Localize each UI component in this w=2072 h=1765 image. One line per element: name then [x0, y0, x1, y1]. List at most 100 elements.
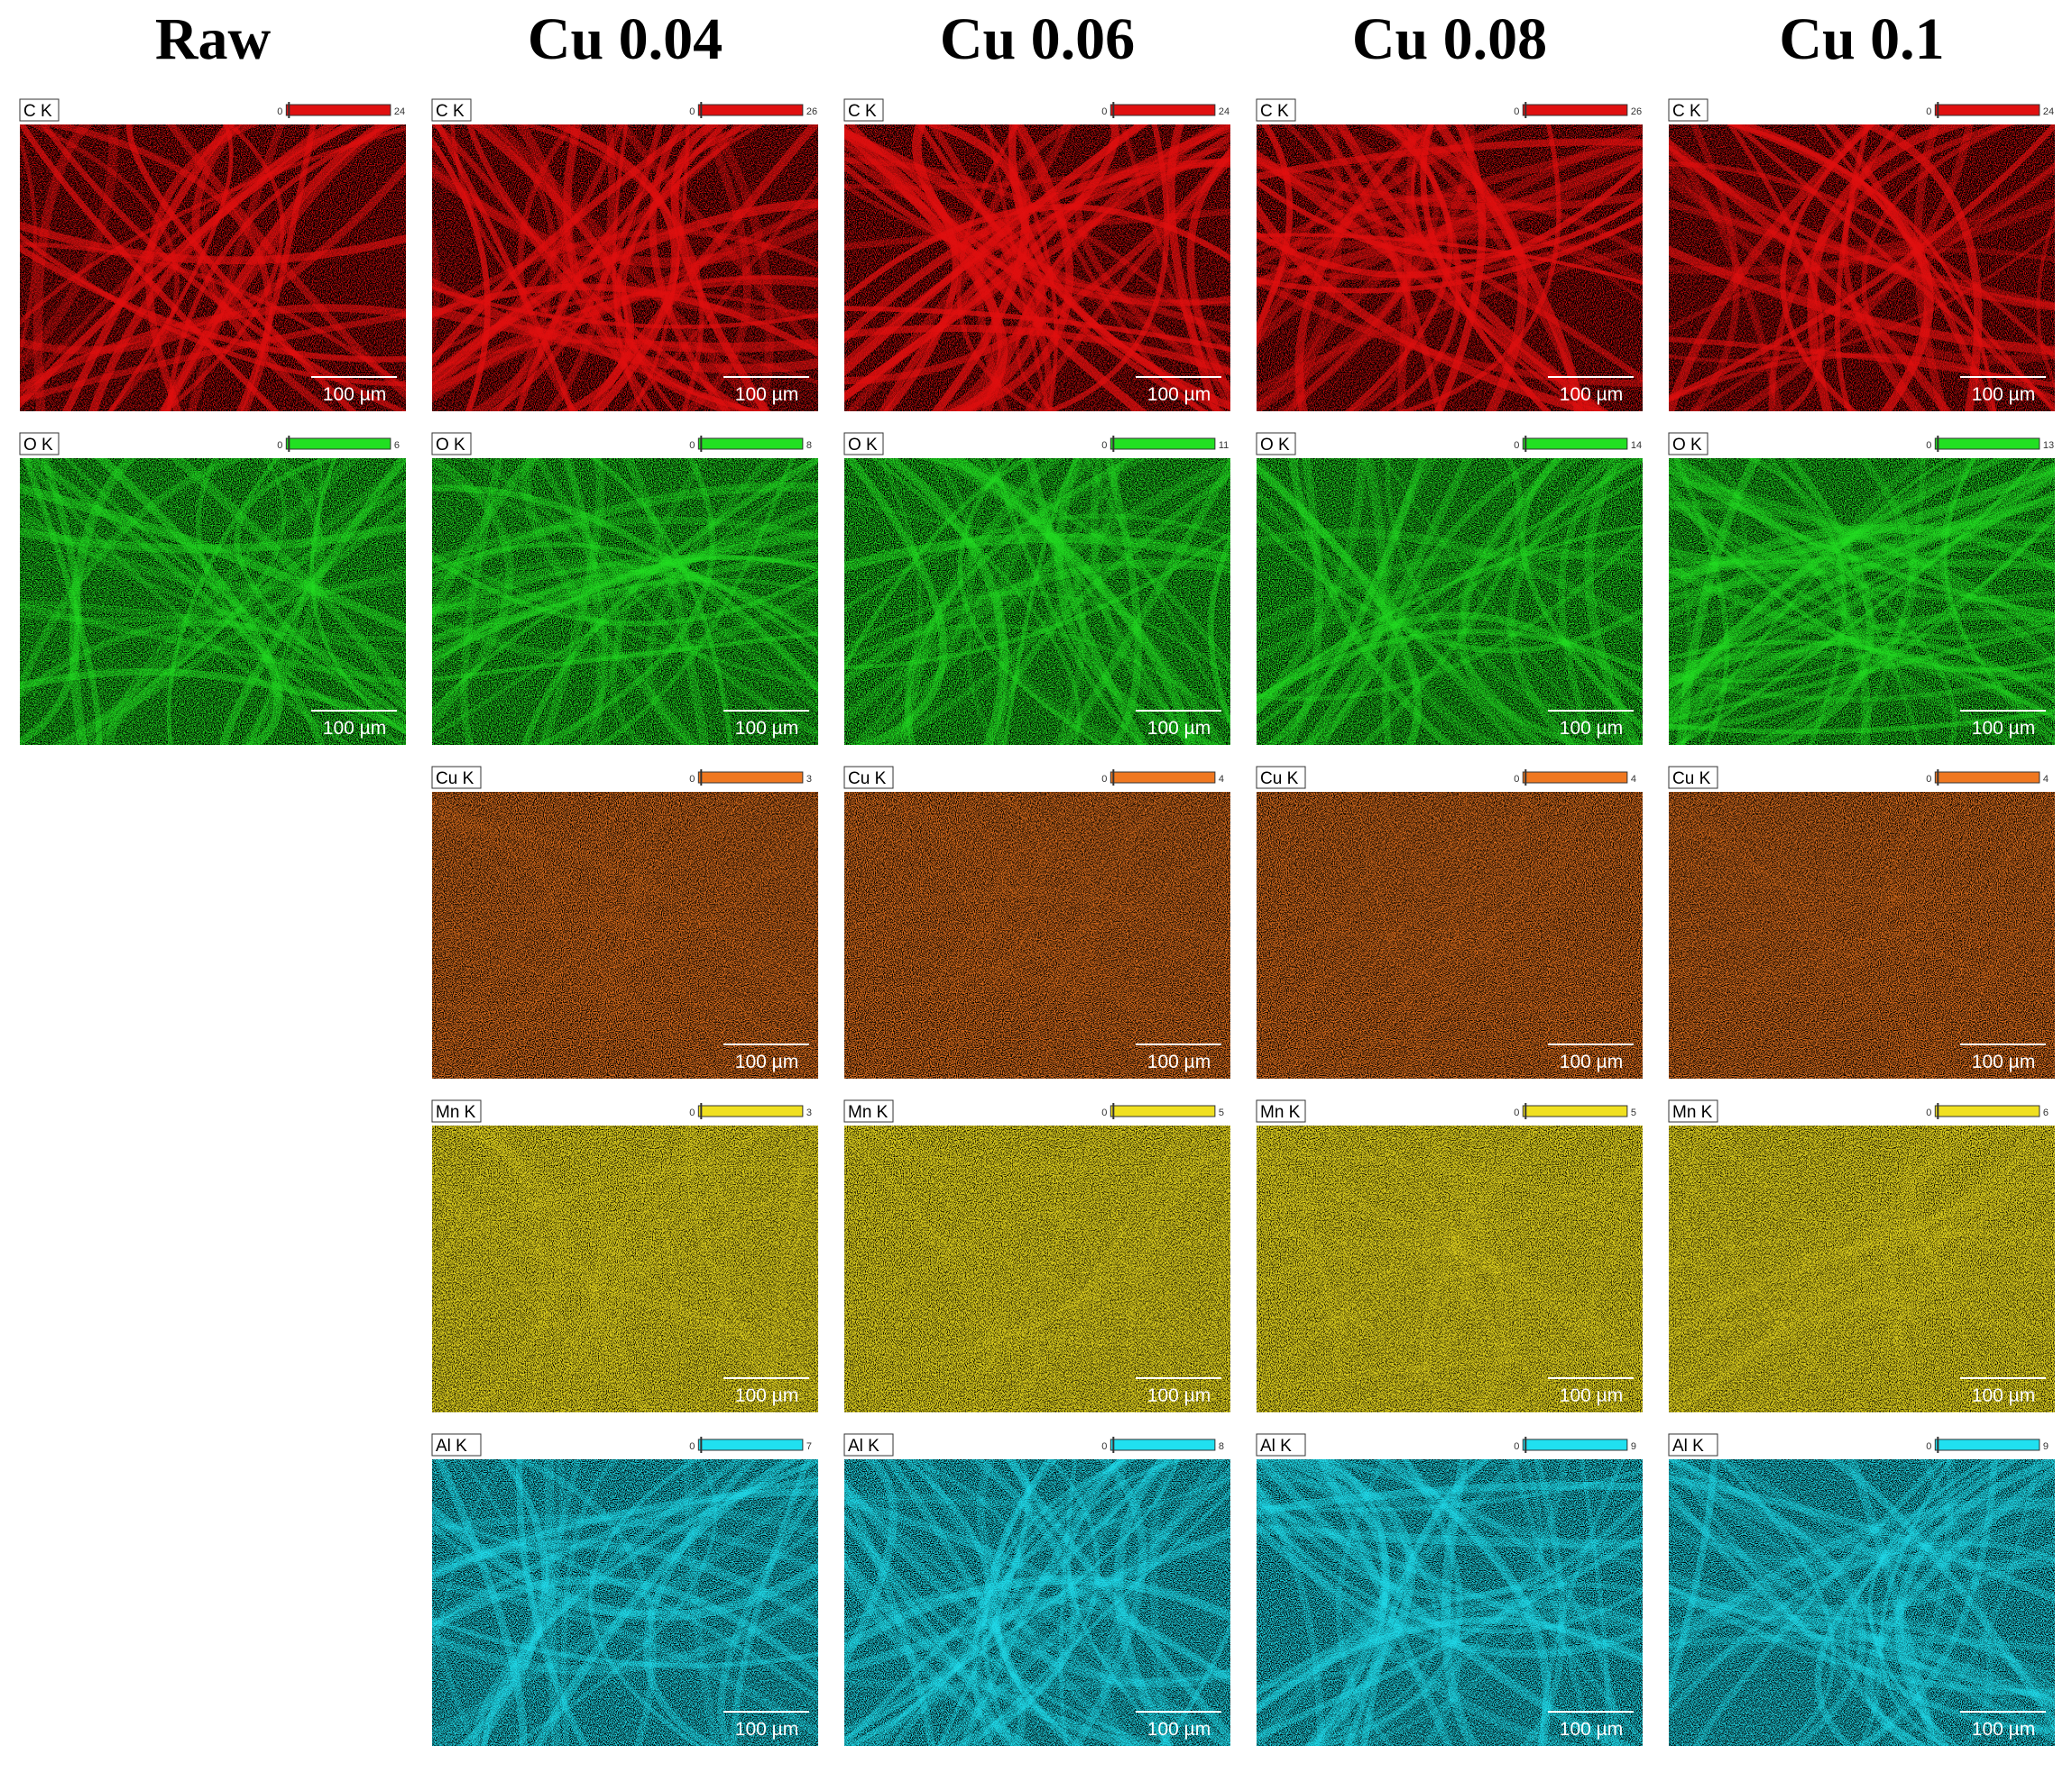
- colorbar-min: 0: [1101, 774, 1107, 785]
- colorbar: [697, 1105, 804, 1117]
- colorbar: [285, 104, 391, 116]
- map-image: [1669, 458, 2055, 745]
- colorbar-max: 3: [806, 1108, 812, 1118]
- colorbar-max: 24: [1219, 106, 1229, 117]
- colorbar: [697, 771, 804, 784]
- map-panel: Cu K 0 4 100 µm: [843, 766, 1230, 1079]
- scale-label: 100 µm: [1560, 384, 1623, 405]
- colorbar: [1522, 1105, 1628, 1117]
- colorbar-min: 0: [277, 440, 282, 451]
- colorbar-max: 24: [394, 106, 405, 117]
- colorbar-min: 0: [689, 1108, 695, 1118]
- column-title: Cu 0.1: [1779, 6, 1944, 72]
- colorbar-min: 0: [1514, 106, 1519, 117]
- colorbar-min: 0: [689, 1441, 695, 1452]
- colorbar-min: 0: [1514, 1108, 1519, 1118]
- element-label: Mn K: [1672, 1103, 1713, 1122]
- colorbar: [1522, 104, 1628, 116]
- element-label-box: [1668, 766, 1718, 789]
- colorbar: [1522, 771, 1628, 784]
- scale-label: 100 µm: [1972, 1719, 2035, 1740]
- map-panel: C K 0 24 100 µm: [843, 98, 1230, 411]
- map-panel: Al K 0 8 100 µm: [843, 1433, 1230, 1746]
- element-label-box: [1256, 1433, 1306, 1457]
- colorbar-min: 0: [689, 440, 695, 451]
- scale-label: 100 µm: [1147, 1052, 1211, 1072]
- colorbar: [697, 104, 804, 116]
- map-panel: O K 0 11 100 µm: [843, 432, 1230, 745]
- element-label-box: [843, 1433, 894, 1457]
- map-image: [1669, 1126, 2055, 1412]
- element-label: C K: [436, 102, 465, 121]
- speckle: [844, 792, 1230, 1079]
- colorbar-min: 0: [1926, 774, 1931, 785]
- map-image: [844, 458, 1230, 745]
- colorbar-min: 0: [1101, 106, 1107, 117]
- map-image: [1257, 1126, 1643, 1412]
- element-label-box: [843, 766, 894, 789]
- speckle: [844, 1459, 1230, 1746]
- colorbar-max: 9: [2043, 1441, 2049, 1452]
- map-panel: Al K 0 9 100 µm: [1256, 1433, 1643, 1746]
- element-label: Cu K: [1672, 769, 1711, 788]
- colorbar-min: 0: [277, 106, 282, 117]
- speckle: [432, 124, 818, 411]
- speckle: [1257, 792, 1643, 1079]
- map-image: [844, 124, 1230, 411]
- scale-label: 100 µm: [1560, 1052, 1623, 1072]
- colorbar-min: 0: [689, 106, 695, 117]
- scale-label: 100 µm: [1147, 718, 1211, 739]
- colorbar-max: 8: [1219, 1441, 1224, 1452]
- map-image: [844, 792, 1230, 1079]
- map-image: [20, 458, 406, 745]
- element-label-box: [431, 766, 482, 789]
- element-label-box: [431, 1099, 482, 1123]
- colorbar: [1110, 771, 1216, 784]
- colorbar-max: 5: [1631, 1108, 1636, 1118]
- element-label: O K: [1260, 436, 1290, 455]
- map-panel: Mn K 0 5 100 µm: [843, 1099, 1230, 1412]
- colorbar-max: 24: [2043, 106, 2054, 117]
- scale-label: 100 µm: [735, 718, 798, 739]
- colorbar-max: 6: [2043, 1108, 2049, 1118]
- map-panel: O K 0 13 100 µm: [1668, 432, 2055, 745]
- colorbar: [1522, 1439, 1628, 1451]
- colorbar-max: 9: [1631, 1441, 1636, 1452]
- colorbar: [1934, 1105, 2040, 1117]
- map-panel: O K 0 14 100 µm: [1256, 432, 1643, 745]
- element-label: C K: [23, 102, 52, 121]
- map-panel: Mn K 0 3 100 µm: [431, 1099, 818, 1412]
- speckle: [1257, 1459, 1643, 1746]
- element-label: O K: [848, 436, 878, 455]
- map-image: [1257, 458, 1643, 745]
- column-title: Raw: [155, 6, 272, 72]
- element-label: Mn K: [436, 1103, 476, 1122]
- element-label-box: [843, 1099, 894, 1123]
- colorbar: [1522, 437, 1628, 450]
- colorbar: [1110, 1439, 1216, 1451]
- scale-label: 100 µm: [735, 1052, 798, 1072]
- colorbar-max: 26: [1631, 106, 1642, 117]
- scale-label: 100 µm: [1560, 1719, 1623, 1740]
- map-panel: C K 0 24 100 µm: [19, 98, 406, 411]
- element-label: O K: [23, 436, 53, 455]
- map-panel: Cu K 0 4 100 µm: [1256, 766, 1643, 1079]
- speckle: [1669, 458, 2055, 745]
- speckle: [432, 1459, 818, 1746]
- scale-label: 100 µm: [1972, 718, 2035, 739]
- element-label: Mn K: [1260, 1103, 1301, 1122]
- map-panel: Mn K 0 6 100 µm: [1668, 1099, 2055, 1412]
- element-label-box: [1256, 1099, 1306, 1123]
- colorbar-min: 0: [1101, 1441, 1107, 1452]
- colorbar: [1934, 771, 2040, 784]
- element-label: C K: [1672, 102, 1701, 121]
- map-image: [432, 124, 818, 411]
- element-label-box: [431, 432, 472, 455]
- scale-label: 100 µm: [735, 1719, 798, 1740]
- column-title: Cu 0.06: [940, 6, 1135, 72]
- scale-label: 100 µm: [1147, 1719, 1211, 1740]
- colorbar-max: 7: [806, 1441, 812, 1452]
- colorbar: [1934, 1439, 2040, 1451]
- element-label-box: [1668, 432, 1708, 455]
- colorbar-min: 0: [1101, 440, 1107, 451]
